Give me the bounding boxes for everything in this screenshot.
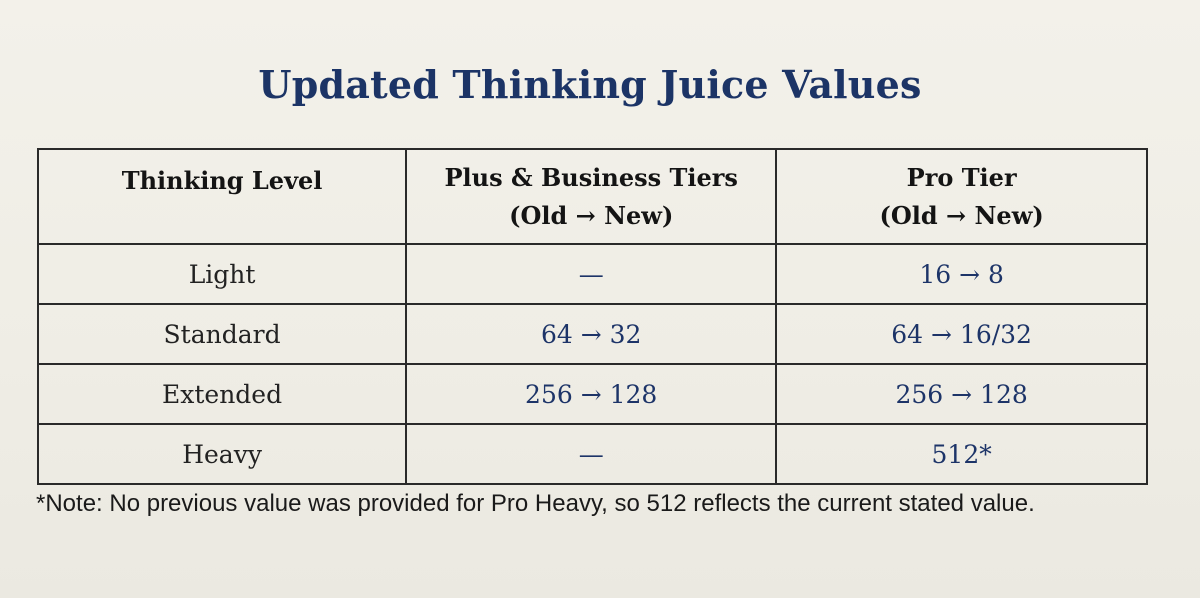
thinking-juice-table: Thinking Level Plus & Business Tiers (Ol… (36, 148, 1148, 485)
header-plus-business-label: Plus & Business Tiers (444, 162, 738, 192)
pro-cell: 512* (775, 423, 1148, 485)
table-row: Extended 256 → 128 256 → 128 (36, 363, 1148, 425)
header-pro-sublabel: (Old → New) (879, 200, 1044, 230)
pro-cell: 16 → 8 (775, 243, 1148, 305)
level-cell: Heavy (36, 423, 408, 485)
table-header-row: Thinking Level Plus & Business Tiers (Ol… (36, 148, 1148, 245)
level-cell: Standard (36, 303, 408, 365)
plus-business-cell: — (405, 243, 778, 305)
header-plus-business-sublabel: (Old → New) (509, 200, 674, 230)
page-title: Updated Thinking Juice Values (258, 62, 922, 107)
level-cell: Extended (36, 363, 408, 425)
table-row: Heavy — 512* (36, 423, 1148, 485)
header-pro-tier: Pro Tier (Old → New) (775, 148, 1148, 245)
table-row: Standard 64 → 32 64 → 16/32 (36, 303, 1148, 365)
plus-business-cell: — (405, 423, 778, 485)
pro-cell: 64 → 16/32 (775, 303, 1148, 365)
table-row: Light — 16 → 8 (36, 243, 1148, 305)
pro-cell: 256 → 128 (775, 363, 1148, 425)
footnote: *Note: No previous value was provided fo… (36, 490, 1035, 517)
header-thinking-level: Thinking Level (36, 148, 408, 245)
header-pro-label: Pro Tier (906, 162, 1017, 192)
level-cell: Light (36, 243, 408, 305)
plus-business-cell: 256 → 128 (405, 363, 778, 425)
header-plus-business-tiers: Plus & Business Tiers (Old → New) (405, 148, 778, 245)
plus-business-cell: 64 → 32 (405, 303, 778, 365)
